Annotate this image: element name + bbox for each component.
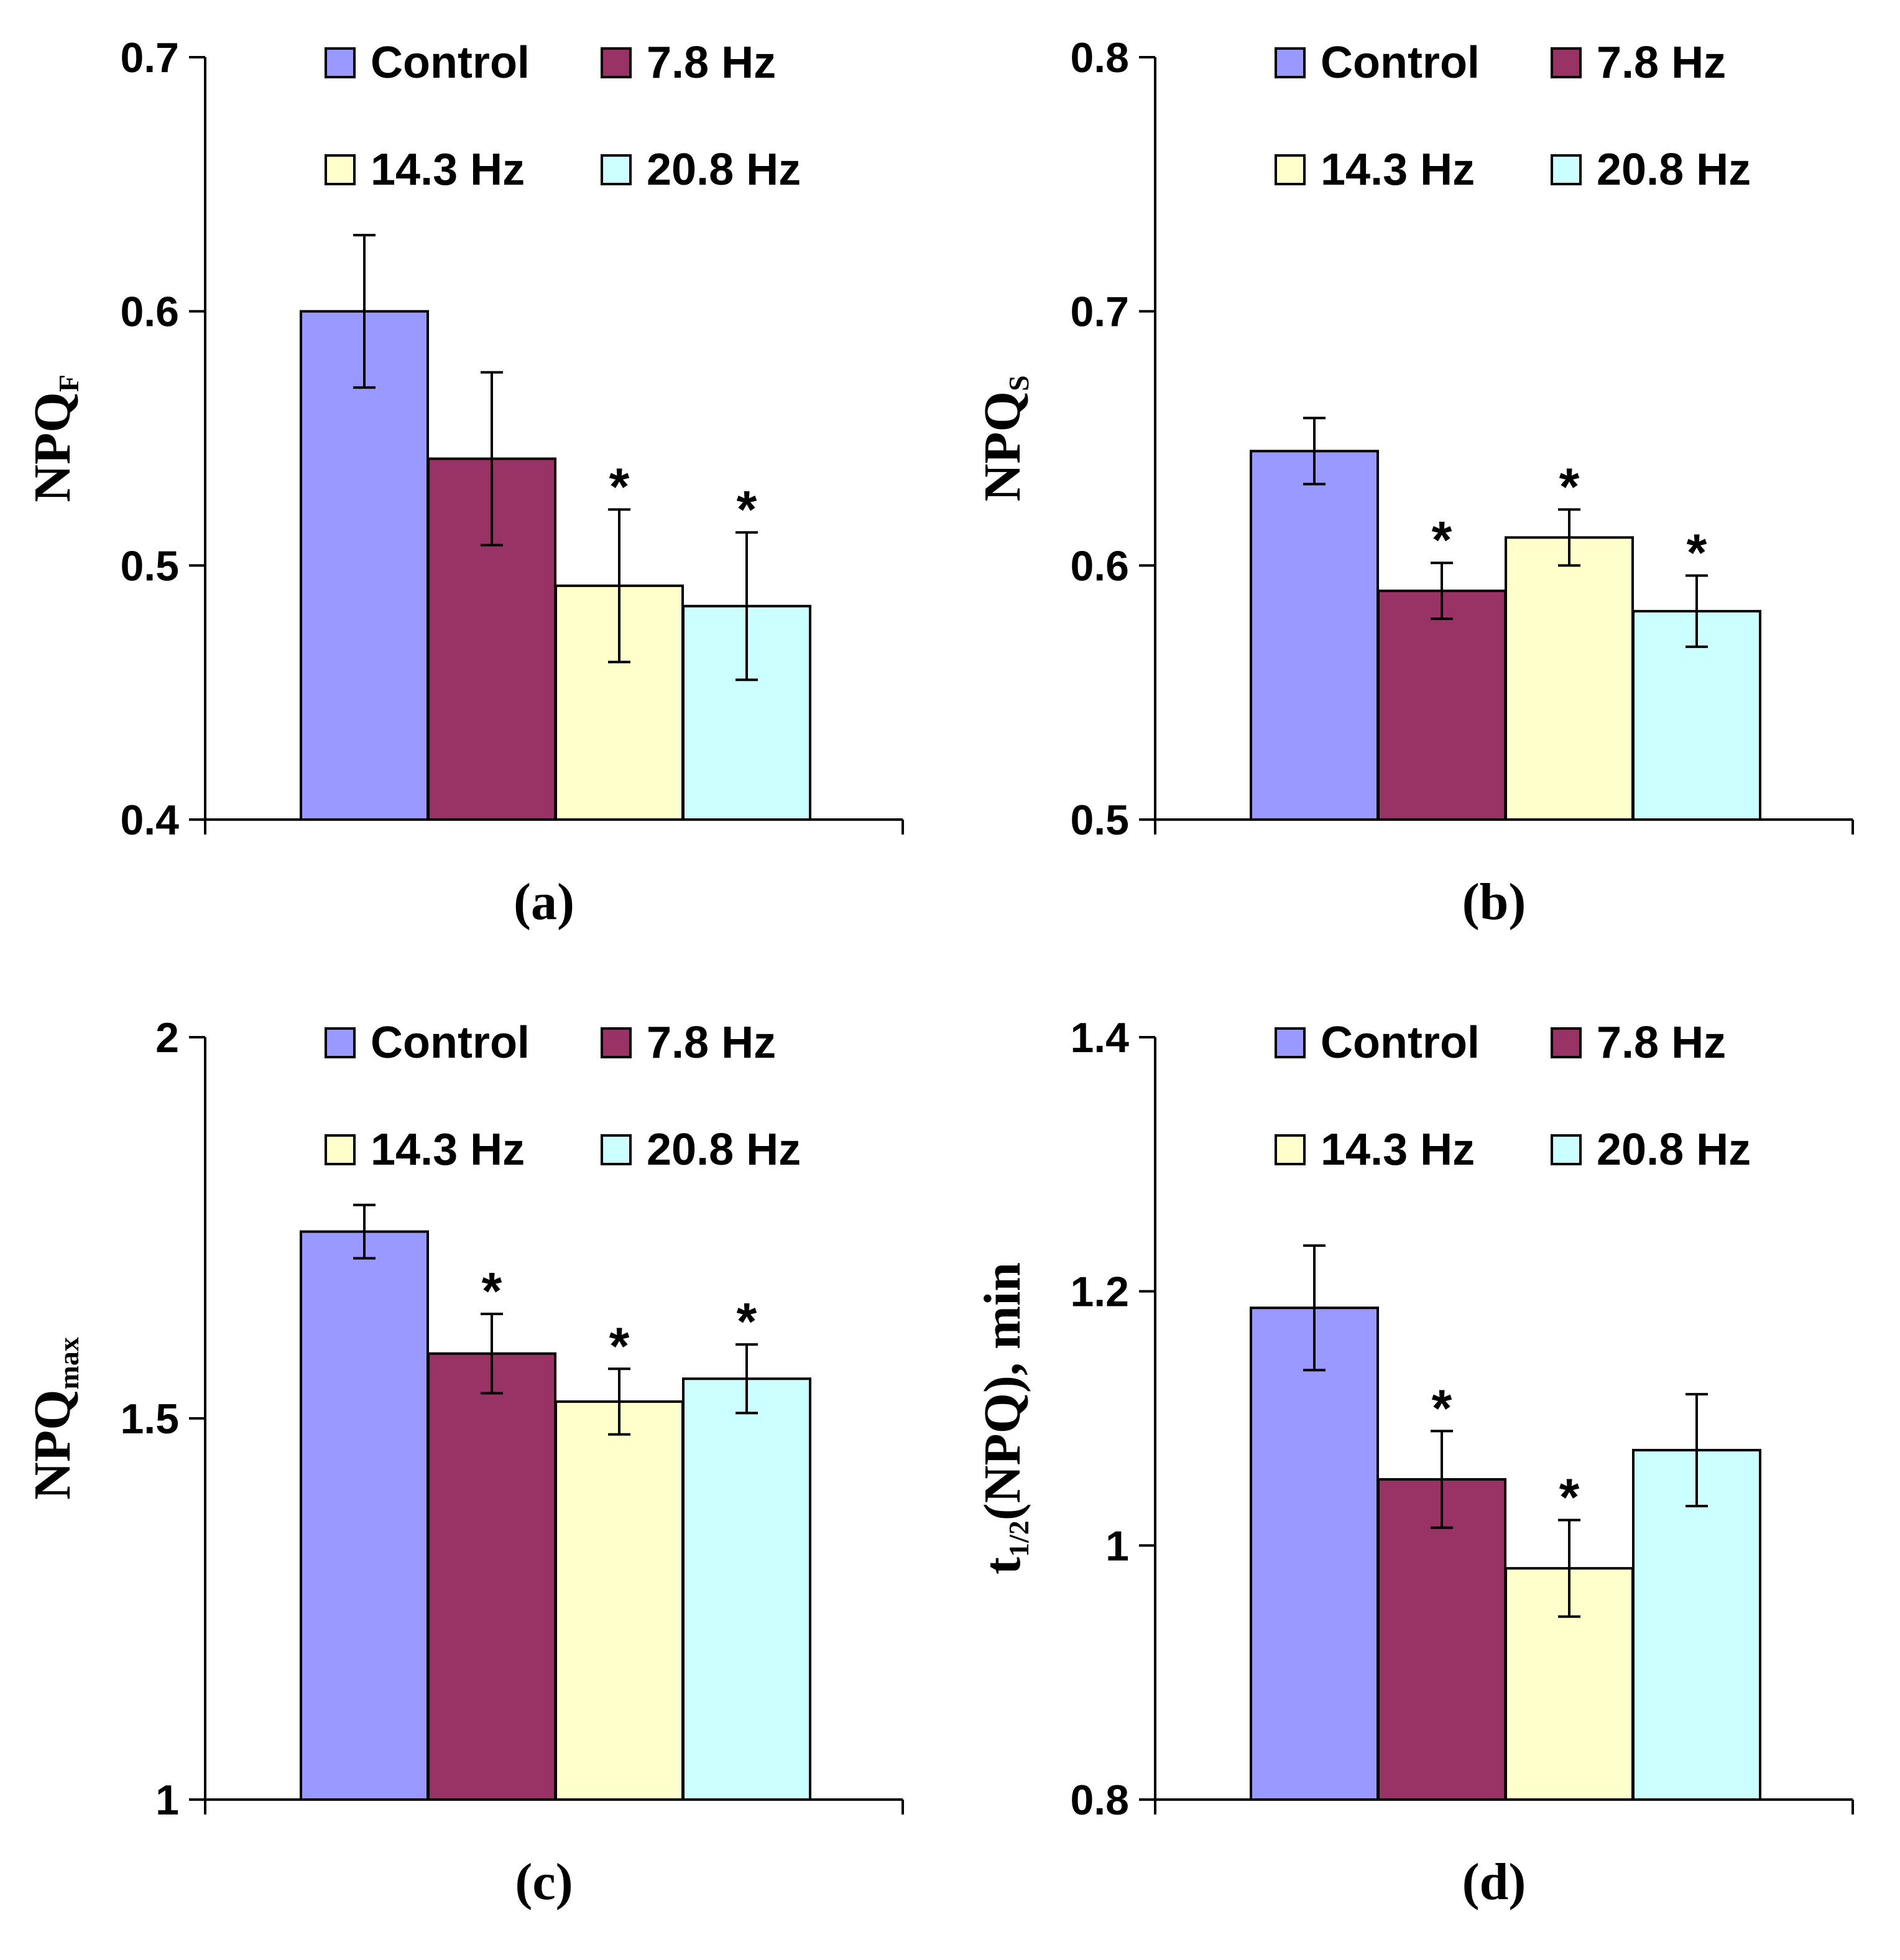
y-tick-label: 1 (1105, 1522, 1129, 1569)
legend-label: 14.3 Hz (1321, 1125, 1475, 1175)
bar-1 (1250, 1306, 1379, 1801)
y-tick-label: 1 (155, 1777, 179, 1824)
y-tick-label: 2 (155, 1014, 179, 1061)
legend-swatch-4 (601, 1134, 632, 1165)
chart-svg: 0.4 0.5 0.6 0.7 NPQF * * Control 7.8 Hz 14.3 Hz 20… (24, 34, 904, 931)
chart-panel-d: 0.8 1 1.2 1.4 t1/2(NPQ), min * * Control 7.8 Hz 1… (950, 980, 1900, 1960)
legend-label: Control (1321, 1018, 1480, 1068)
legend-swatch-3 (325, 154, 356, 185)
y-tick-label: 0.6 (120, 289, 179, 336)
bar-4 (1632, 1449, 1761, 1801)
significance-marker: * (1559, 457, 1580, 515)
bar-3 (555, 1400, 684, 1801)
legend-label: 20.8 Hz (1597, 145, 1751, 195)
legend-label: 20.8 Hz (647, 145, 801, 195)
legend-label: Control (371, 1018, 530, 1068)
legend-swatch-2 (1551, 1027, 1582, 1058)
panel-label: (a) (514, 873, 574, 931)
y-axis-label: NPQF (24, 374, 85, 502)
significance-marker: * (609, 457, 630, 515)
legend-label: Control (1321, 38, 1480, 88)
legend-label: 7.8 Hz (1597, 38, 1726, 88)
y-tick-label: 1.5 (120, 1395, 179, 1443)
y-tick-label: 1.4 (1070, 1014, 1129, 1061)
legend-swatch-2 (1551, 47, 1582, 78)
panel-label: (c) (515, 1853, 573, 1911)
y-tick-label: 0.7 (1070, 289, 1129, 336)
legend-swatch-1 (1275, 47, 1306, 78)
significance-marker: * (1687, 524, 1707, 582)
legend-swatch-4 (1551, 1134, 1582, 1165)
bar-2 (1377, 589, 1506, 821)
legend-swatch-1 (1275, 1027, 1306, 1058)
chart-panel-b: 0.5 0.6 0.7 0.8 NPQS * * * Control 7.8 Hz 14.3 Hz 2… (950, 0, 1900, 980)
legend-label: 14.3 Hz (371, 1125, 525, 1175)
significance-marker: * (737, 480, 757, 539)
significance-marker: * (1432, 1379, 1452, 1437)
significance-marker: * (737, 1292, 757, 1351)
legend-swatch-2 (601, 47, 632, 78)
legend-swatch-1 (325, 47, 356, 78)
significance-marker: * (482, 1262, 502, 1320)
y-tick-label: 0.4 (120, 797, 179, 844)
y-axis-label: NPQS (974, 376, 1035, 502)
y-tick-label: 0.7 (120, 34, 179, 81)
significance-marker: * (1432, 511, 1452, 569)
bar-1 (1250, 450, 1379, 821)
legend-swatch-3 (1275, 154, 1306, 185)
chart-svg: 0.8 1 1.2 1.4 t1/2(NPQ), min * * Control 7.8 Hz 1… (974, 1014, 1854, 1911)
y-axis-label: t1/2(NPQ), min (974, 1262, 1035, 1574)
legend-label: 7.8 Hz (647, 38, 776, 88)
y-tick-label: 0.8 (1070, 34, 1129, 81)
bar-3 (1505, 536, 1634, 821)
legend-swatch-3 (1275, 1134, 1306, 1165)
y-tick-label: 0.5 (120, 542, 179, 589)
significance-marker: * (1559, 1468, 1580, 1526)
chart-panel-a: 0.4 0.5 0.6 0.7 NPQF * * Control 7.8 Hz 14.3 Hz 20… (0, 0, 950, 980)
legend-swatch-3 (325, 1134, 356, 1165)
legend-swatch-2 (601, 1027, 632, 1058)
legend-label: 20.8 Hz (1597, 1125, 1751, 1175)
bar-1 (300, 310, 429, 821)
legend-label: 7.8 Hz (647, 1018, 776, 1068)
legend-swatch-1 (325, 1027, 356, 1058)
y-tick-label: 0.5 (1070, 797, 1129, 844)
legend-label: Control (371, 38, 530, 88)
legend-label: 20.8 Hz (647, 1125, 801, 1175)
legend-label: 7.8 Hz (1597, 1018, 1726, 1068)
significance-marker: * (609, 1316, 630, 1375)
y-axis-label: NPQmax (24, 1337, 85, 1500)
legend-swatch-4 (1551, 154, 1582, 185)
panel-label: (b) (1462, 873, 1526, 931)
chart-svg: 0.5 0.6 0.7 0.8 NPQS * * * Control 7.8 Hz 14.3 Hz 2… (974, 34, 1854, 931)
chart-svg: 1 1.5 2 NPQmax * * * Control 7.8 Hz 14.3 Hz 20.8 H… (24, 1014, 904, 1911)
bar-1 (300, 1230, 429, 1801)
y-tick-label: 0.8 (1070, 1777, 1129, 1824)
legend-label: 14.3 Hz (371, 145, 525, 195)
bar-4 (682, 1377, 811, 1801)
chart-panel-c: 1 1.5 2 NPQmax * * * Control 7.8 Hz 14.3 Hz 20.8 H… (0, 980, 950, 1960)
legend-swatch-4 (601, 154, 632, 185)
bar-2 (427, 1352, 556, 1801)
legend-label: 14.3 Hz (1321, 145, 1475, 195)
y-tick-label: 0.6 (1070, 542, 1129, 589)
panel-label: (d) (1462, 1853, 1526, 1911)
y-tick-label: 1.2 (1070, 1269, 1129, 1316)
bar-2 (1377, 1478, 1506, 1801)
